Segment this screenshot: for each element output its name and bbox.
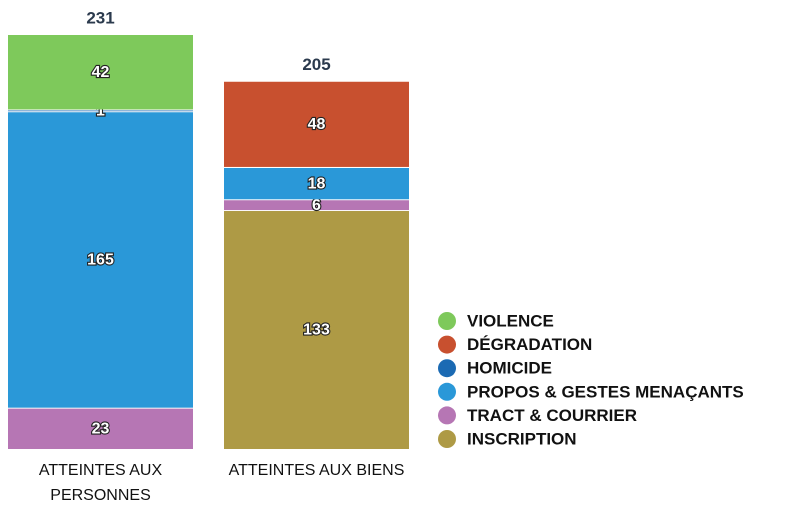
legend-label: DÉGRADATION xyxy=(467,335,592,354)
legend-swatch xyxy=(438,312,456,330)
value-label: 18 xyxy=(308,175,326,192)
category-label: ATTEINTES AUX PERSONNES xyxy=(38,462,163,504)
legend-label: PROPOS & GESTES MENAÇANTS xyxy=(467,382,744,401)
legend-label: VIOLENCE xyxy=(467,311,554,330)
legend-swatch xyxy=(438,359,456,378)
total-label: 205 xyxy=(302,55,330,74)
legend-swatch xyxy=(438,382,456,401)
value-label: 165 xyxy=(87,252,114,269)
value-label: 23 xyxy=(92,421,110,438)
bar-segment xyxy=(224,80,409,167)
bar-segment xyxy=(8,407,193,449)
legend-label: HOMICIDE xyxy=(467,359,552,378)
legend-label: INSCRIPTION xyxy=(467,429,577,448)
bar-segment xyxy=(224,210,409,449)
bar-segment xyxy=(224,199,409,211)
legend-swatch xyxy=(438,335,456,354)
legend-swatch xyxy=(438,430,456,448)
bar-segment xyxy=(8,111,193,408)
value-label: 48 xyxy=(308,116,326,133)
bar-segment xyxy=(224,166,409,200)
value-label: 42 xyxy=(92,64,110,81)
legend-label: TRACT & COURRIER xyxy=(467,406,637,425)
value-label: 133 xyxy=(303,322,330,339)
bar-segment xyxy=(8,34,193,110)
value-label: 6 xyxy=(312,197,321,214)
legend-swatch xyxy=(438,406,456,425)
category-label: ATTEINTES AUX BIENS xyxy=(228,462,405,479)
value-label: 1 xyxy=(96,103,105,120)
total-label: 231 xyxy=(86,8,114,27)
